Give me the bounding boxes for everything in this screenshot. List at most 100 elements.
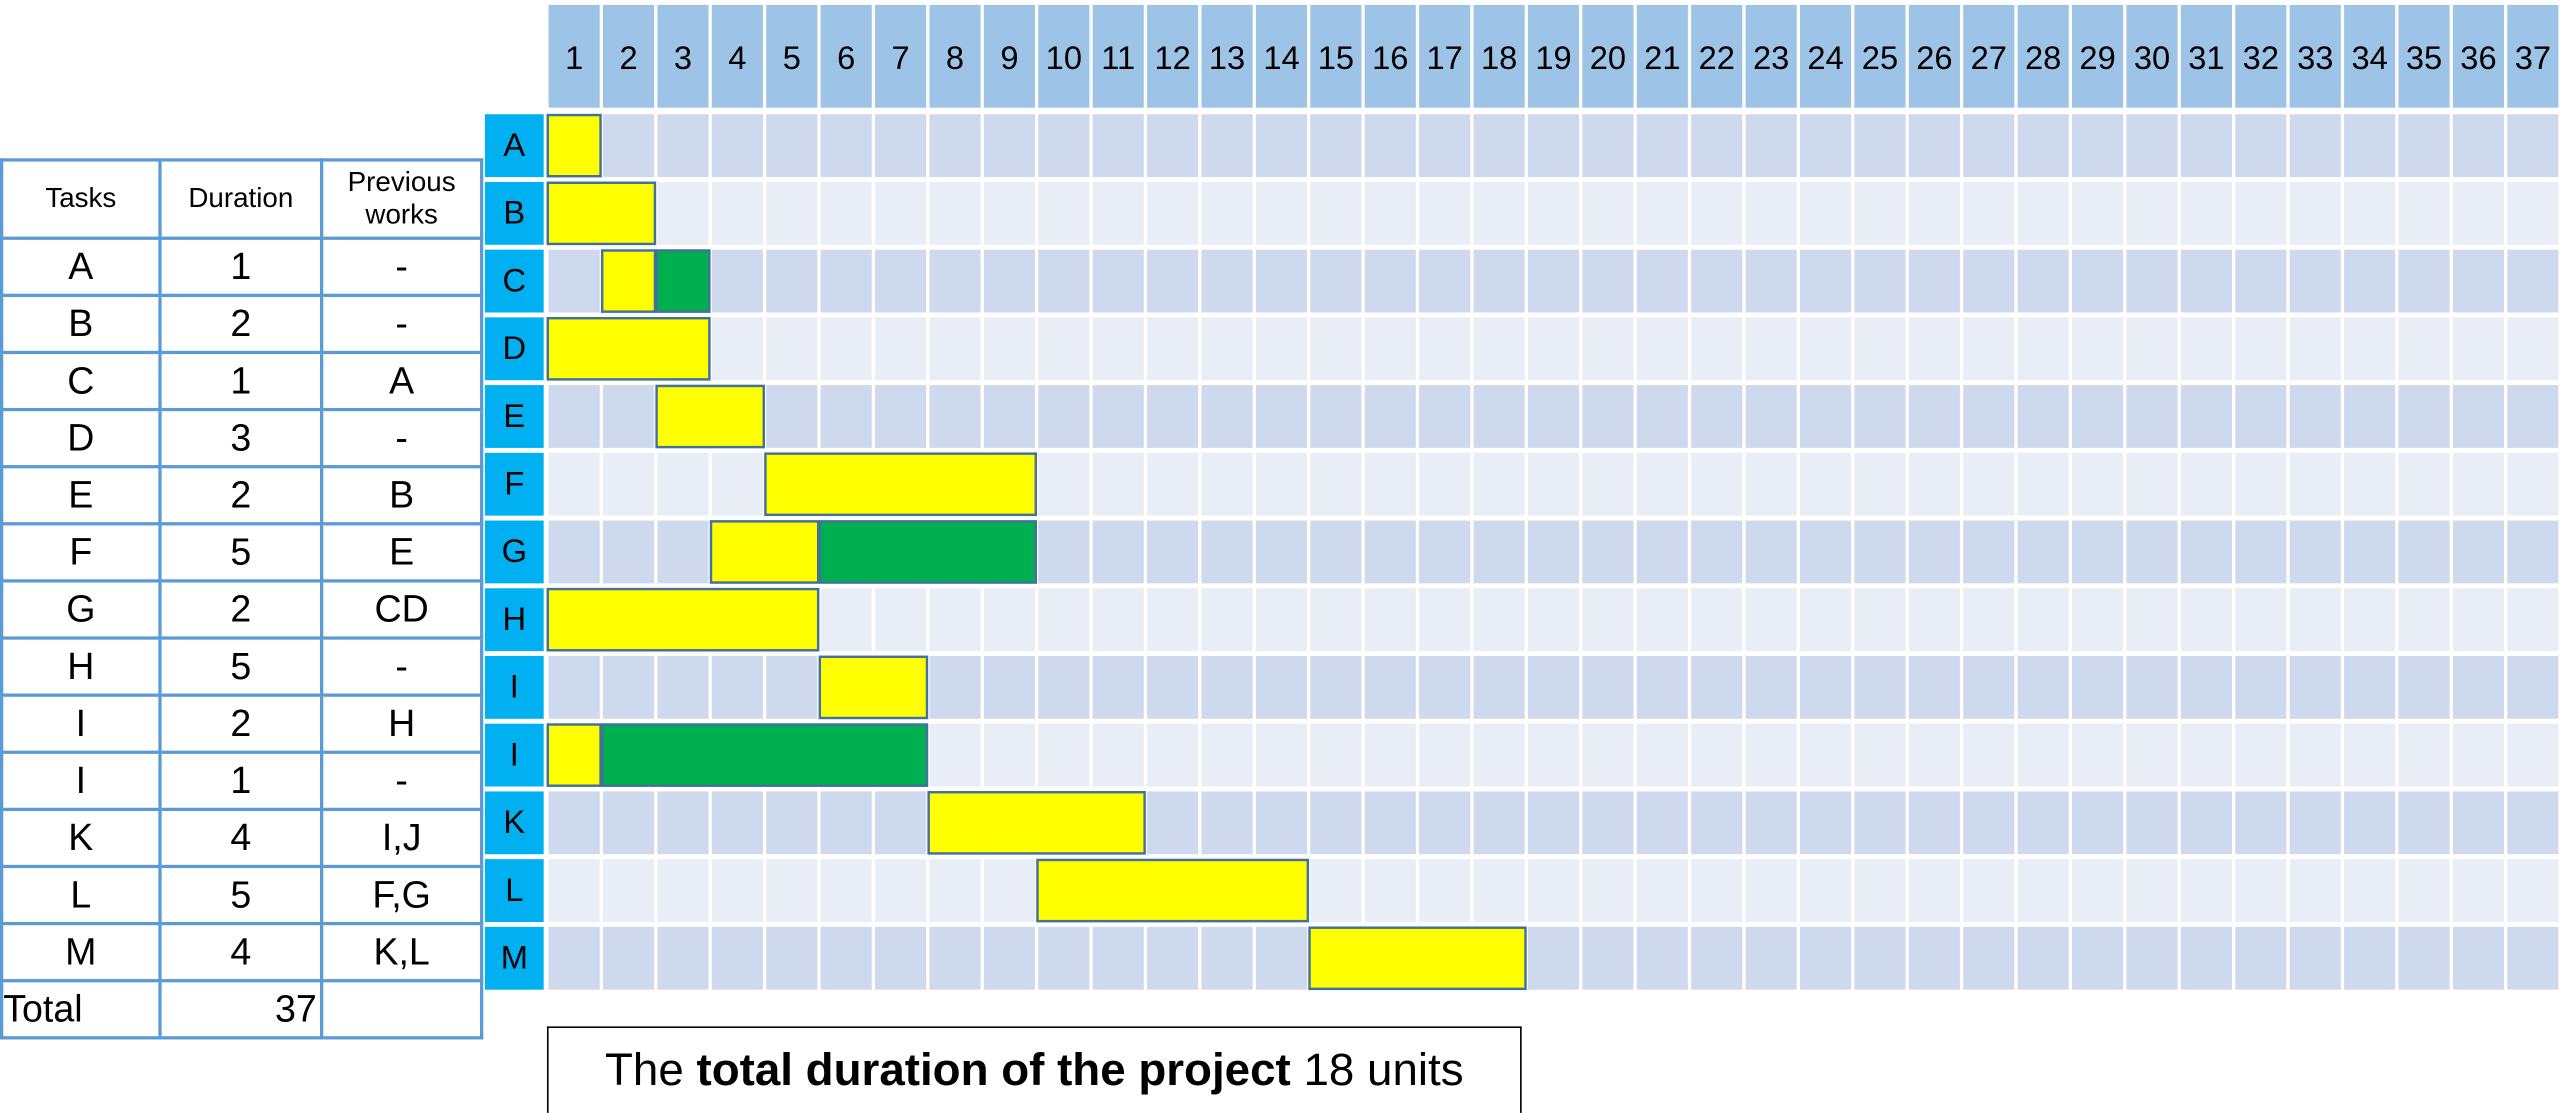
grid-cell — [2344, 723, 2396, 787]
grid-cell — [711, 181, 763, 245]
grid-cell — [657, 655, 709, 719]
grid-cell — [1419, 181, 1471, 245]
grid-cell — [1419, 114, 1471, 178]
grid-cell — [1636, 385, 1688, 448]
grid-cell — [2126, 520, 2178, 584]
row-label: I — [510, 668, 519, 705]
grid-cell — [1038, 317, 1090, 381]
grid-cell — [820, 385, 872, 448]
grid-cell — [1310, 249, 1362, 313]
grid-cell — [1147, 317, 1199, 381]
column-header — [1201, 4, 1253, 108]
grid-cell — [2452, 452, 2505, 516]
grid-cell — [1963, 385, 2015, 448]
grid-cell — [1473, 249, 1525, 313]
column-header — [2017, 4, 2069, 108]
grid-cell — [548, 791, 600, 855]
grid-cell — [2126, 791, 2178, 855]
grid-cell — [929, 114, 981, 178]
grid-cell — [2507, 114, 2559, 178]
task-bar — [546, 587, 820, 652]
grid-cell — [1582, 385, 1634, 448]
grid-cell — [875, 859, 927, 922]
grid-cell — [2235, 520, 2287, 584]
grid-cell — [657, 859, 709, 922]
grid-cell — [1636, 926, 1688, 990]
x-tick-label: 16 — [1372, 39, 1408, 76]
grid-cell — [2126, 249, 2178, 313]
grid-cell — [1527, 588, 1580, 652]
grid-cell — [2235, 249, 2287, 313]
grid-cell — [1201, 249, 1253, 313]
grid-cell — [1582, 520, 1634, 584]
grid-cell — [1364, 385, 1416, 448]
grid-cell — [2452, 249, 2505, 313]
grid-cell — [2017, 181, 2069, 245]
grid-cell — [1147, 588, 1199, 652]
grid-cell — [2452, 181, 2505, 245]
grid-cell — [2507, 520, 2559, 584]
grid-cell — [1582, 859, 1634, 922]
table-cell: F — [0, 522, 162, 583]
grid-cell — [1419, 791, 1471, 855]
table-cell: 1 — [158, 350, 324, 412]
grid-cell — [2180, 791, 2232, 855]
task-bar — [818, 520, 1038, 584]
grid-cell — [1255, 791, 1308, 855]
table-row: G 2 CD — [0, 579, 484, 640]
task-table: Tasks Duration Previous works A 1- B 2- C 1 A D 3- E… — [0, 158, 484, 1040]
row-label-bg — [484, 520, 544, 584]
grid-cell — [1582, 452, 1634, 516]
x-tick-label: 21 — [1644, 39, 1680, 76]
grid-cell — [983, 926, 1035, 990]
grid-cell — [1255, 926, 1308, 990]
grid-cell — [711, 655, 763, 719]
x-tick-label: 19 — [1535, 39, 1571, 76]
grid-cell — [1963, 926, 2015, 990]
grid-cell — [2507, 181, 2559, 245]
grid-cell — [2344, 791, 2396, 855]
grid-cell — [602, 520, 655, 584]
x-tick-label: 37 — [2515, 39, 2551, 76]
grid-cell — [602, 926, 655, 990]
table-cell: 2 — [158, 293, 324, 355]
grid-cell — [766, 249, 818, 313]
x-tick-label: 34 — [2351, 39, 2387, 76]
grid-cell — [1038, 385, 1090, 448]
grid-cell — [1419, 317, 1471, 381]
table-cell: D — [0, 407, 162, 469]
grid-cell — [2072, 926, 2124, 990]
grid-cell — [1745, 926, 1797, 990]
task-bar — [764, 452, 1038, 517]
grid-cell — [2072, 114, 2124, 178]
x-tick-label: 32 — [2243, 39, 2279, 76]
table-cell: A — [0, 236, 162, 297]
grid-cell — [1419, 452, 1471, 516]
grid-cell — [1636, 588, 1688, 652]
grid-cell — [2344, 859, 2396, 922]
grid-cell — [1691, 926, 1743, 990]
grid-cell — [1527, 655, 1580, 719]
grid-cell — [2507, 452, 2559, 516]
x-tick-label: 8 — [946, 39, 964, 76]
grid-cell — [1799, 317, 1852, 381]
grid-cell — [602, 385, 655, 448]
x-tick-label: 9 — [1000, 39, 1018, 76]
grid-cell — [657, 181, 709, 245]
grid-cell — [2398, 114, 2450, 178]
grid-cell — [2398, 791, 2450, 855]
grid-cell — [1092, 181, 1144, 245]
grid-cell — [2126, 588, 2178, 652]
grid-cell — [2180, 588, 2232, 652]
grid-cell — [2452, 385, 2505, 448]
grid-cell — [1038, 114, 1090, 178]
grid-cell — [1255, 114, 1308, 178]
grid-cell — [2126, 317, 2178, 381]
column-header — [657, 4, 709, 108]
grid-cell — [1582, 588, 1634, 652]
grid-cell — [2452, 926, 2505, 990]
grid-cell — [548, 385, 600, 448]
grid-cell — [2507, 655, 2559, 719]
grid-cell — [1854, 520, 1906, 584]
